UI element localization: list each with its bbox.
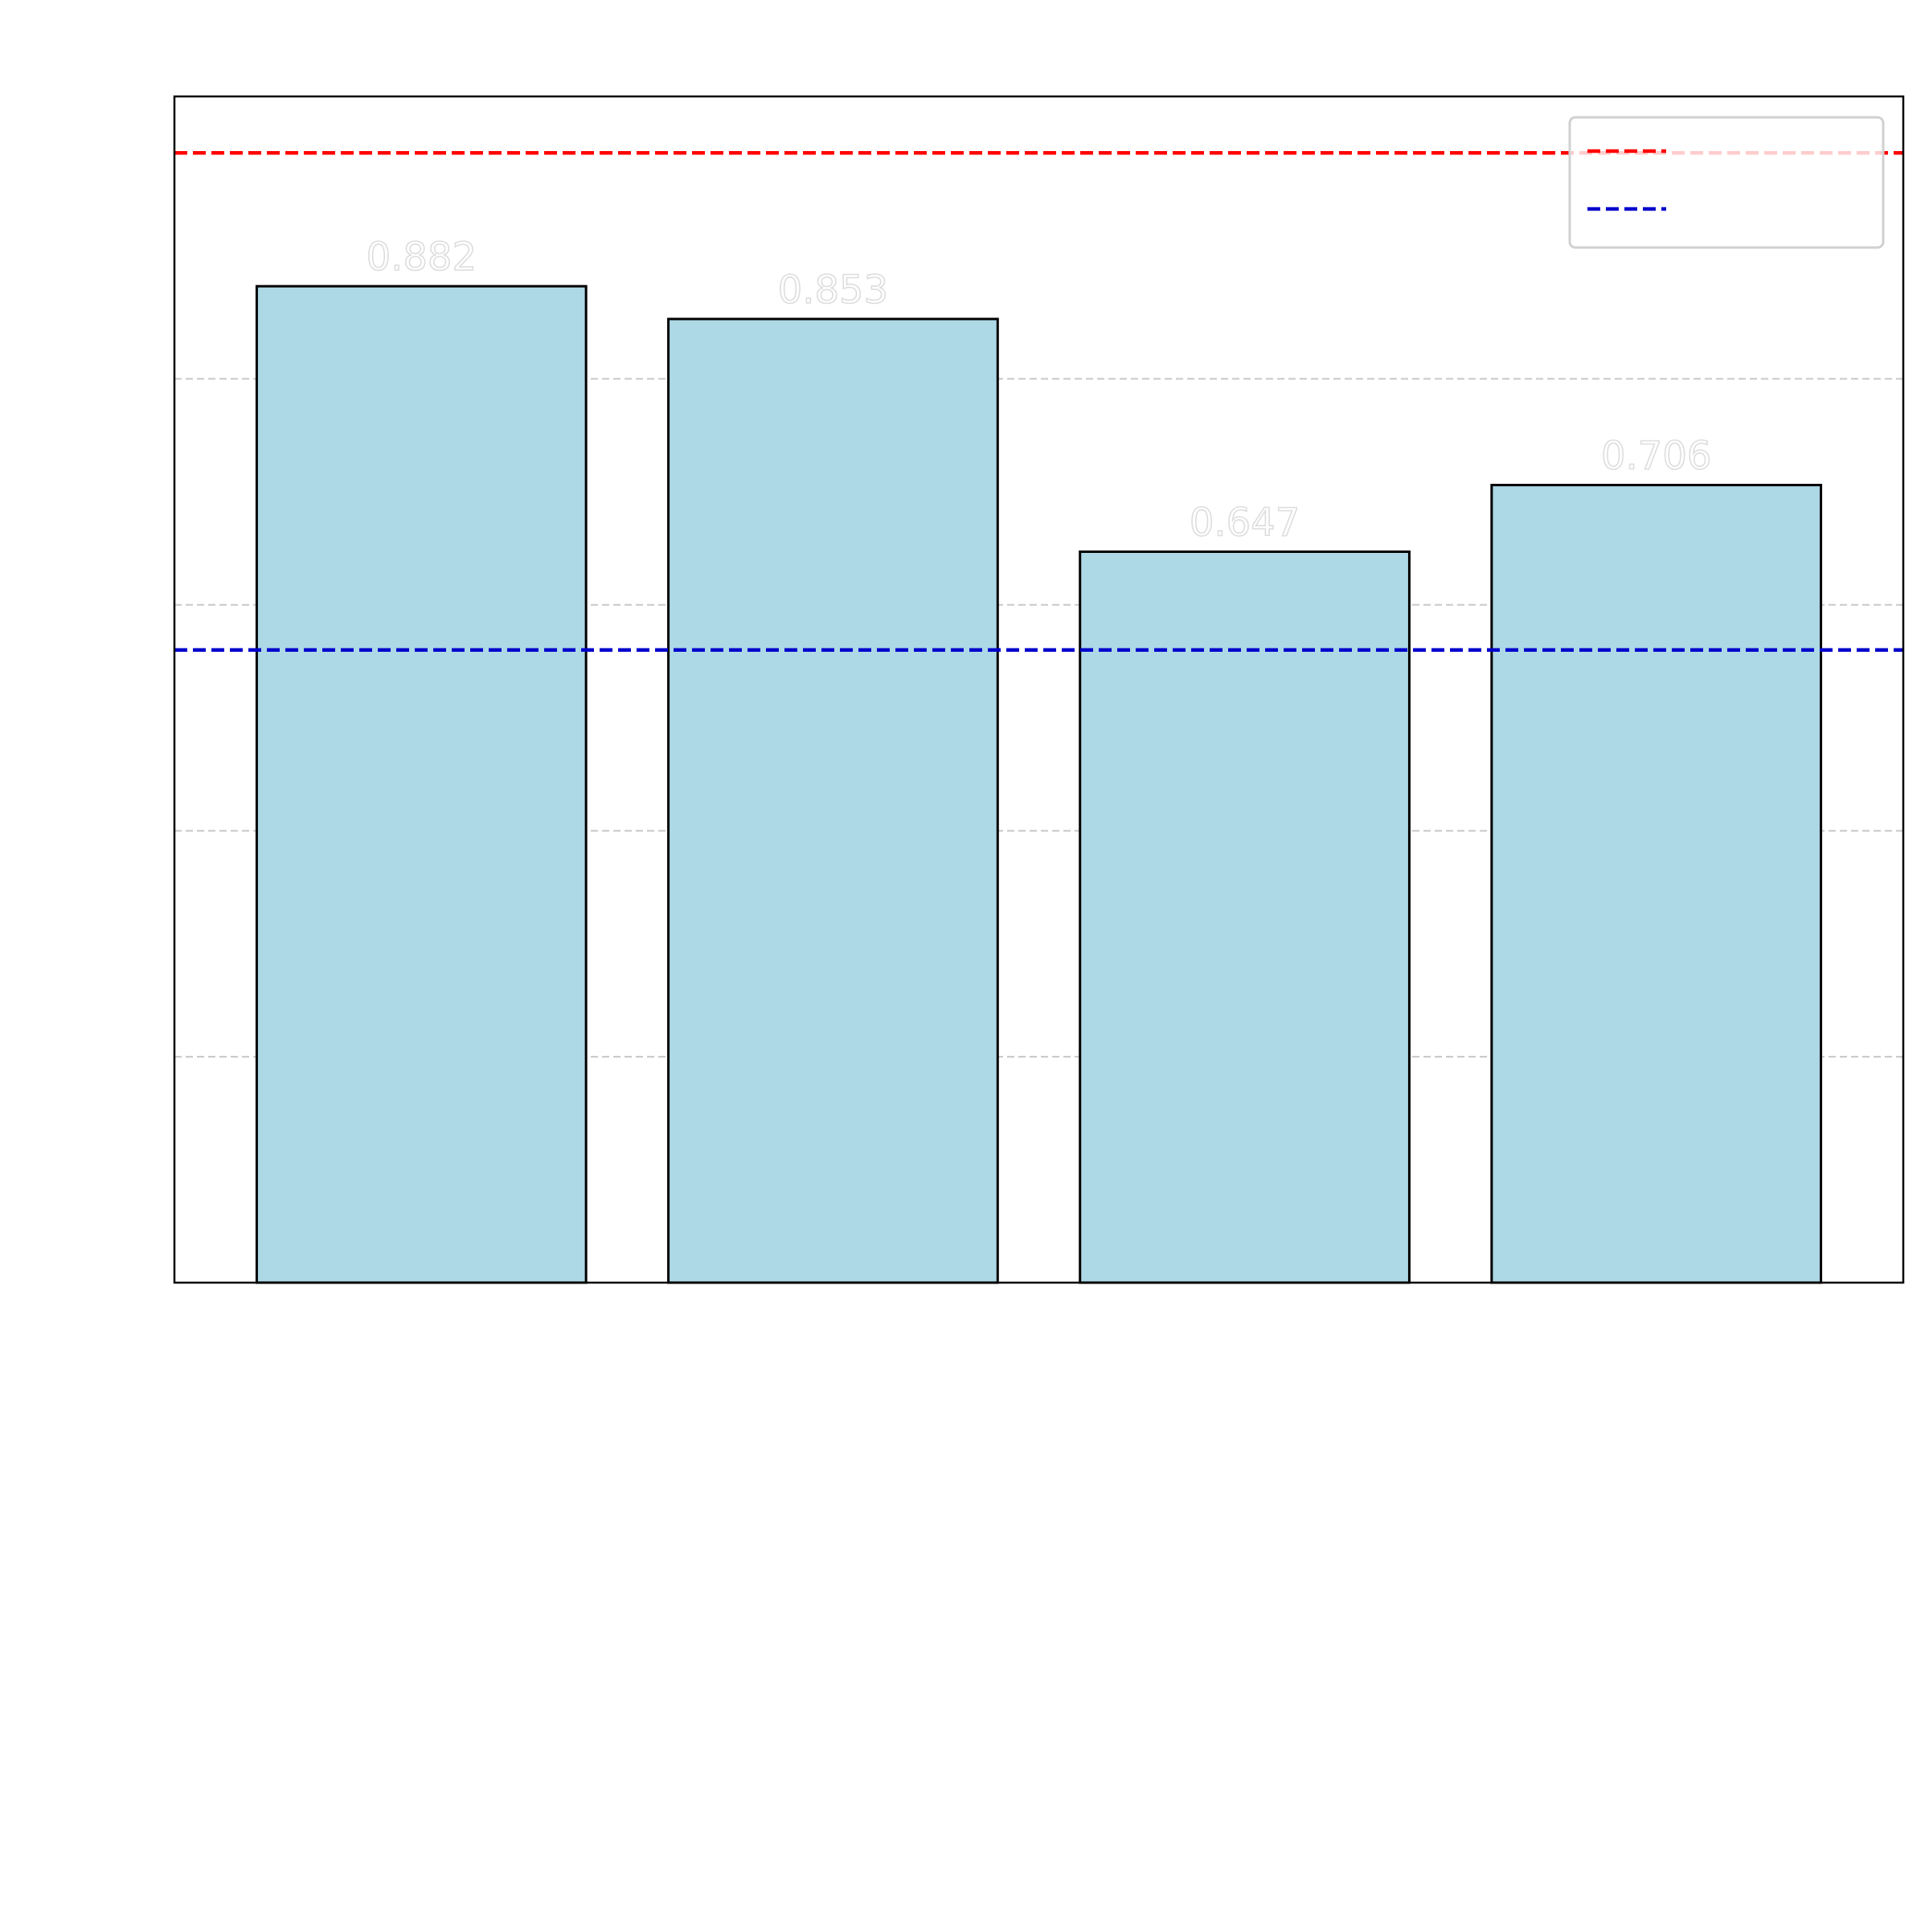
bar-value-label-0: 0.882 [367,235,477,280]
bar-value-label-2: 0.647 [1190,501,1300,546]
plot-frame [173,95,1905,1284]
bar-1 [667,317,999,1284]
legend-box [1568,116,1885,249]
bar-0 [255,284,588,1284]
bar-2 [1079,551,1411,1284]
bar-value-label-3: 0.706 [1601,434,1711,479]
legend [1568,116,1885,249]
value-labels: 0.882 0.853 0.647 0.706 [366,234,1712,546]
reference-lines [174,151,1903,653]
bar-3 [1490,484,1823,1284]
bar-value-label-1: 0.853 [778,268,888,313]
